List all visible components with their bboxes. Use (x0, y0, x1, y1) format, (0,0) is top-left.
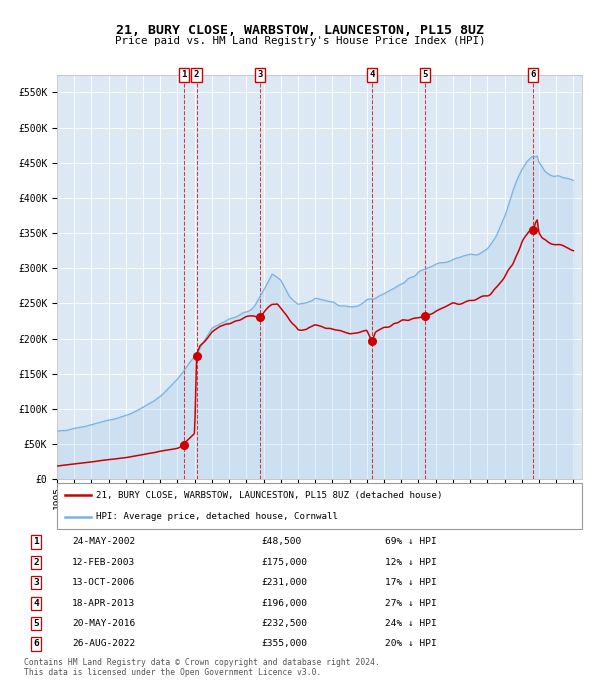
Text: 12% ↓ HPI: 12% ↓ HPI (385, 558, 437, 567)
Text: 4: 4 (369, 70, 374, 80)
Text: £175,000: £175,000 (261, 558, 307, 567)
Text: 20-MAY-2016: 20-MAY-2016 (72, 619, 135, 628)
Text: 17% ↓ HPI: 17% ↓ HPI (385, 578, 437, 588)
FancyBboxPatch shape (57, 483, 582, 529)
Text: 21, BURY CLOSE, WARBSTOW, LAUNCESTON, PL15 8UZ (detached house): 21, BURY CLOSE, WARBSTOW, LAUNCESTON, PL… (97, 491, 443, 500)
Text: 4: 4 (34, 598, 39, 608)
Text: 26-AUG-2022: 26-AUG-2022 (72, 639, 135, 649)
Text: 13-OCT-2006: 13-OCT-2006 (72, 578, 135, 588)
Text: 21, BURY CLOSE, WARBSTOW, LAUNCESTON, PL15 8UZ: 21, BURY CLOSE, WARBSTOW, LAUNCESTON, PL… (116, 24, 484, 37)
Text: 1: 1 (34, 537, 39, 547)
Text: 1: 1 (181, 70, 187, 80)
Text: 3: 3 (34, 578, 39, 588)
Text: £232,500: £232,500 (261, 619, 307, 628)
Text: 24% ↓ HPI: 24% ↓ HPI (385, 619, 437, 628)
Text: £196,000: £196,000 (261, 598, 307, 608)
Text: HPI: Average price, detached house, Cornwall: HPI: Average price, detached house, Corn… (97, 512, 338, 521)
Text: 3: 3 (257, 70, 263, 80)
Text: 20% ↓ HPI: 20% ↓ HPI (385, 639, 437, 649)
Text: 6: 6 (34, 639, 39, 649)
Text: 27% ↓ HPI: 27% ↓ HPI (385, 598, 437, 608)
Text: Price paid vs. HM Land Registry's House Price Index (HPI): Price paid vs. HM Land Registry's House … (115, 36, 485, 46)
Text: 69% ↓ HPI: 69% ↓ HPI (385, 537, 437, 547)
Text: 2: 2 (34, 558, 39, 567)
Text: Contains HM Land Registry data © Crown copyright and database right 2024.: Contains HM Land Registry data © Crown c… (24, 658, 380, 666)
Text: £48,500: £48,500 (261, 537, 301, 547)
Text: £355,000: £355,000 (261, 639, 307, 649)
Text: 2: 2 (194, 70, 199, 80)
Text: 24-MAY-2002: 24-MAY-2002 (72, 537, 135, 547)
Text: 6: 6 (530, 70, 536, 80)
Text: £231,000: £231,000 (261, 578, 307, 588)
Text: This data is licensed under the Open Government Licence v3.0.: This data is licensed under the Open Gov… (24, 668, 322, 677)
Text: 18-APR-2013: 18-APR-2013 (72, 598, 135, 608)
Text: 12-FEB-2003: 12-FEB-2003 (72, 558, 135, 567)
Text: 5: 5 (34, 619, 39, 628)
Text: 5: 5 (422, 70, 428, 80)
